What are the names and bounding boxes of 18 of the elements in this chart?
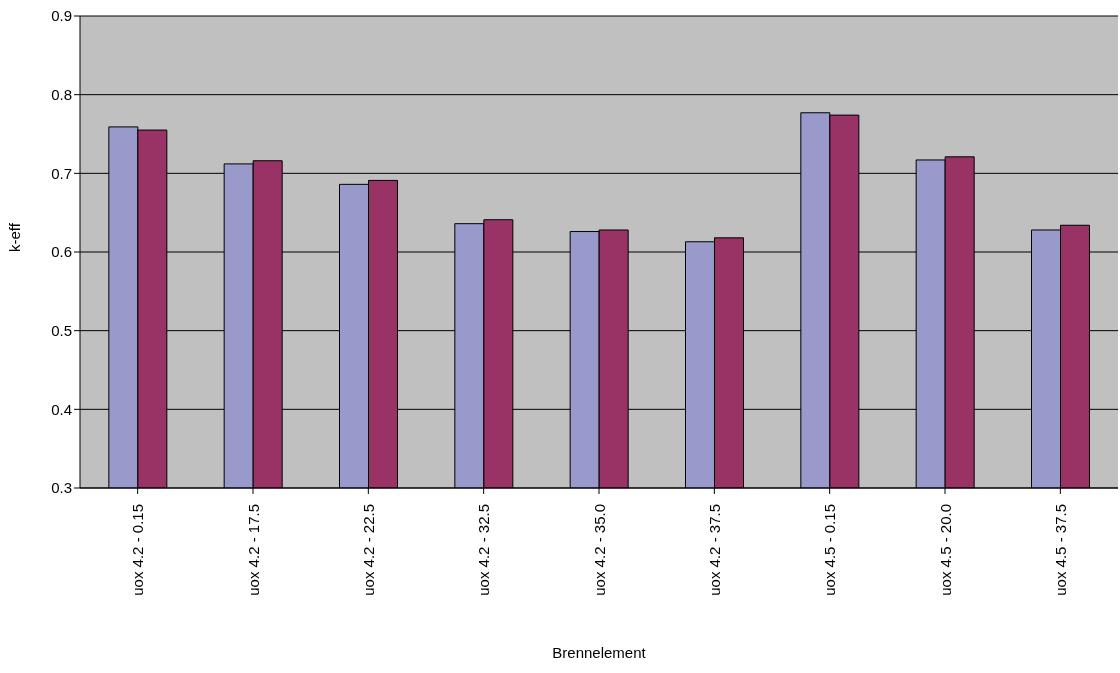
y-tick-label: 0.5 [51,321,72,339]
x-tick-label: uox 4.2 - 22.5 [359,504,377,596]
y-axis-title: k-eff [6,222,24,252]
x-tick-label: uox 4.2 - 37.5 [705,504,723,596]
y-tick-label: 0.3 [51,479,72,497]
x-tick-label: uox 4.2 - 35.0 [590,504,608,596]
y-tick-label: 0.7 [51,164,72,182]
x-tick-label: uox 4.5 - 20.0 [936,504,954,596]
x-tick-label: uox 4.5 - 0.15 [821,504,839,596]
x-tick-label: uox 4.2 - 32.5 [475,504,493,596]
y-tick-label: 0.9 [51,7,72,25]
x-tick-label: uox 4.2 - 17.5 [244,504,262,596]
y-tick-label: 0.4 [51,400,72,418]
x-tick-label: uox 4.5 - 37.5 [1051,504,1069,596]
y-tick-label: 0.6 [51,243,72,261]
x-tick-label: uox 4.2 - 0.15 [129,504,147,596]
x-axis-title: Brennelement [552,644,647,661]
y-tick-label: 0.8 [51,85,72,103]
